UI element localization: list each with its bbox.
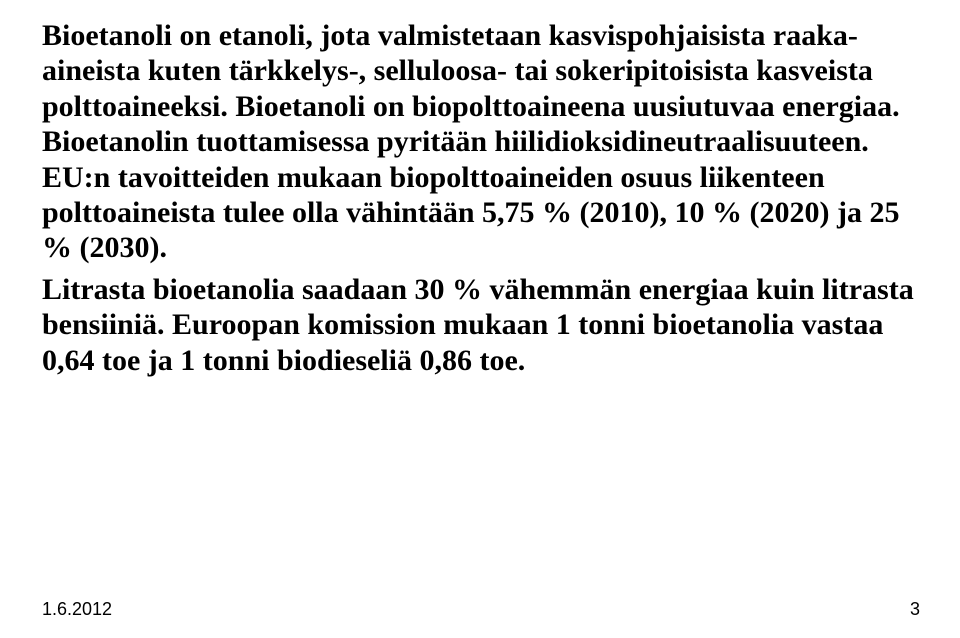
document-page: Bioetanoli on etanoli, jota valmistetaan… bbox=[0, 0, 960, 638]
footer-date: 1.6.2012 bbox=[42, 599, 112, 619]
page-footer: 1.6.2012 3 bbox=[42, 599, 920, 620]
paragraph-2: Litrasta bioetanolia saadaan 30 % vähemm… bbox=[42, 272, 920, 378]
paragraph-1: Bioetanoli on etanoli, jota valmistetaan… bbox=[42, 18, 920, 266]
footer-page-number: 3 bbox=[910, 599, 920, 620]
body-text-block: Bioetanoli on etanoli, jota valmistetaan… bbox=[42, 18, 920, 378]
